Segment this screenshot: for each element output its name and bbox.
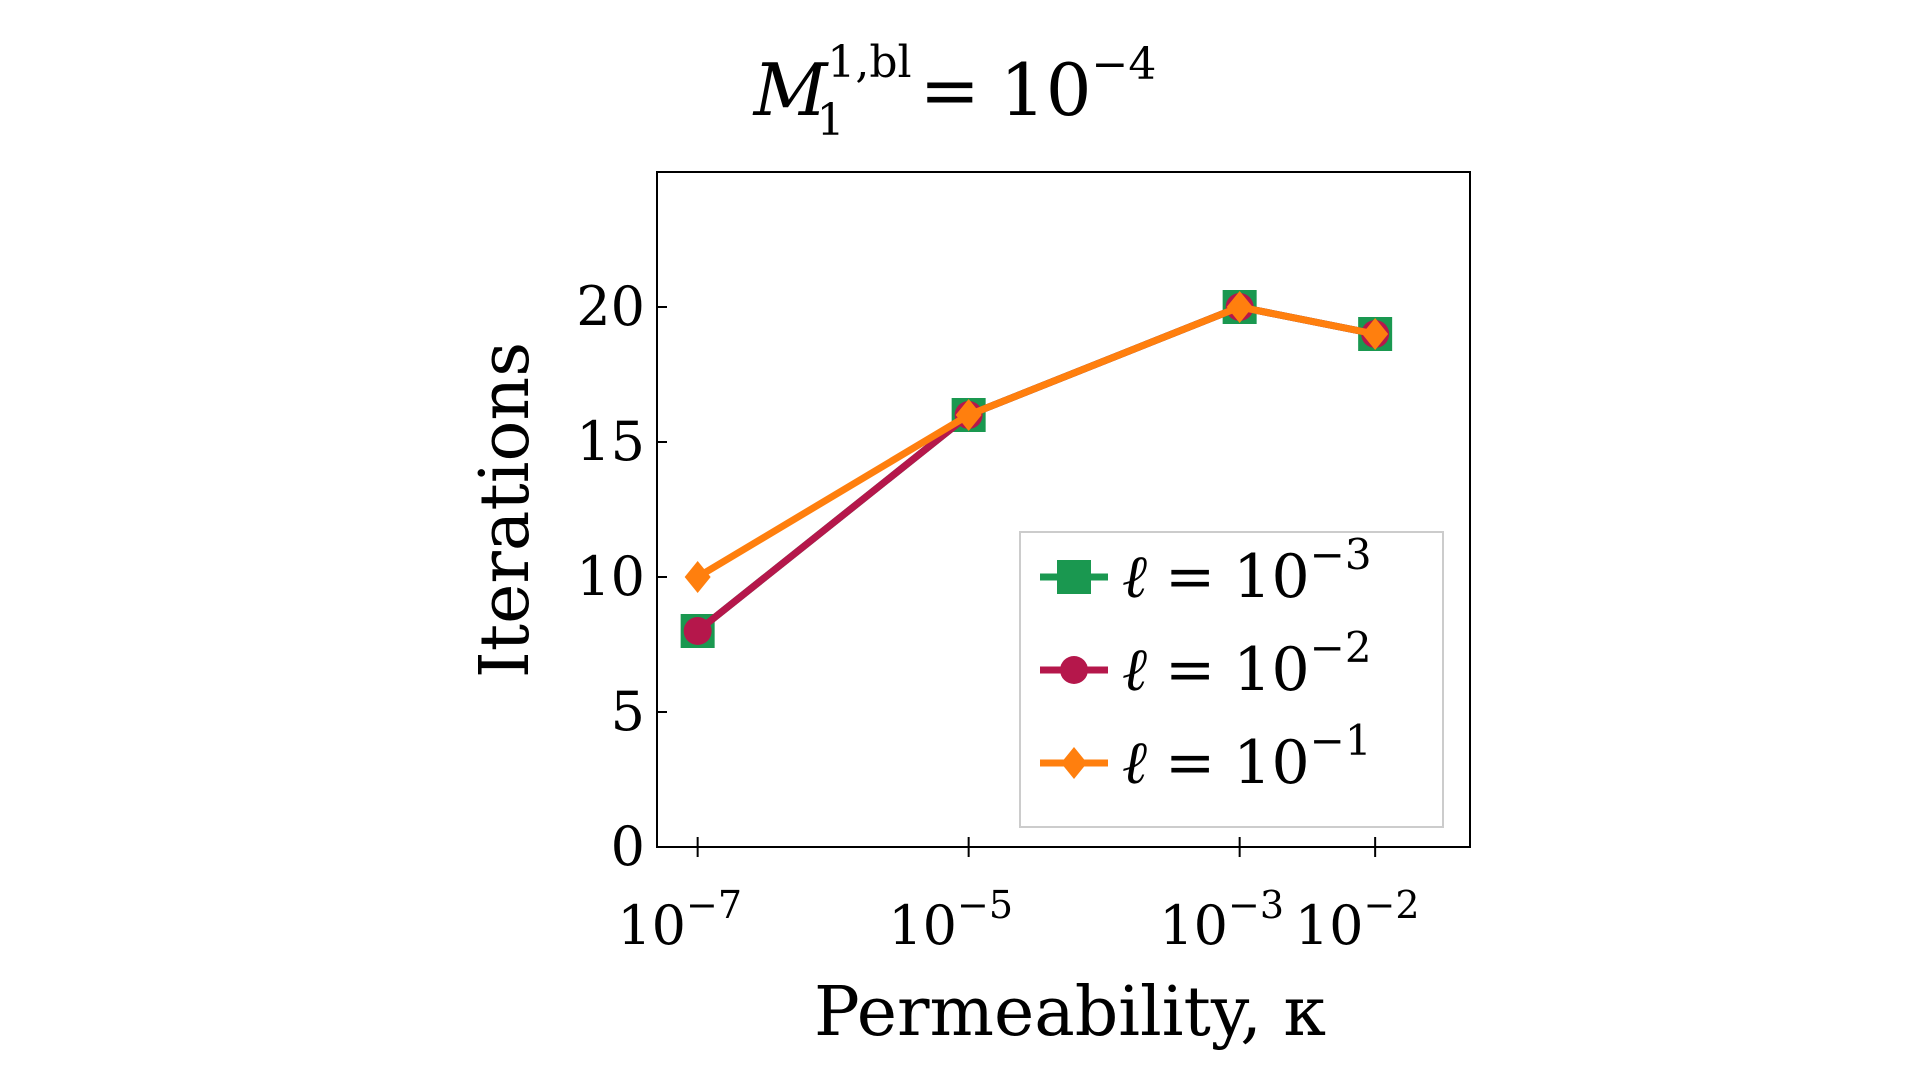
series-marker-diamond — [955, 399, 982, 431]
x-axis-ticks: 10−7 10−5 10−3 10−2 — [617, 837, 1420, 957]
legend-label: ℓ = 10−1 — [1122, 716, 1372, 798]
y-tick-label: 5 — [611, 680, 645, 743]
chart-title: M1,bl 1 = 10−4 — [752, 37, 1157, 146]
plot-area-frame — [656, 171, 1471, 848]
legend: ℓ = 10−3 ℓ = 10−2 ℓ = 10−1 — [1019, 530, 1444, 828]
title-value-base: 10 — [1000, 48, 1092, 132]
series-marker-diamond — [1226, 291, 1253, 323]
series-marker-diamond — [1362, 318, 1389, 350]
series-3 — [684, 291, 1389, 593]
title-base: M — [752, 48, 830, 132]
y-tick-label: 15 — [576, 410, 645, 473]
x-axis-label: Permeability, κ — [814, 973, 1326, 1052]
y-tick-label: 20 — [576, 275, 645, 338]
legend-entry: ℓ = 10−1 — [1040, 716, 1372, 798]
x-tick-label: 10−5 — [888, 883, 1013, 957]
title-value-exponent: −4 — [1092, 39, 1157, 90]
title-subscript: 1 — [817, 95, 845, 146]
series-marker-diamond — [684, 561, 711, 593]
x-tick-label: 10−7 — [617, 883, 742, 957]
x-tick-label: 10−3 — [1159, 883, 1284, 957]
legend-entry: ℓ = 10−3 — [1040, 530, 1372, 612]
legend-entry: ℓ = 10−2 — [1040, 623, 1372, 705]
legend-label: ℓ = 10−3 — [1122, 530, 1372, 612]
y-axis-label: Iterations — [466, 342, 545, 678]
series-layer — [680, 290, 1393, 648]
series-line — [695, 303, 1376, 581]
y-tick-label: 0 — [611, 815, 645, 878]
y-tick-label: 10 — [576, 545, 645, 608]
y-axis-ticks: 0 5 10 15 20 — [576, 275, 667, 878]
series-marker-diamond — [1061, 747, 1087, 779]
series-marker-circle — [683, 617, 712, 645]
title-superscript: 1,bl — [827, 37, 911, 88]
legend-label: ℓ = 10−2 — [1122, 623, 1372, 705]
series-marker-square — [1057, 560, 1091, 594]
title-relation: = — [920, 48, 980, 132]
series-marker-circle — [1060, 656, 1088, 684]
x-tick-label: 10−2 — [1295, 883, 1420, 957]
